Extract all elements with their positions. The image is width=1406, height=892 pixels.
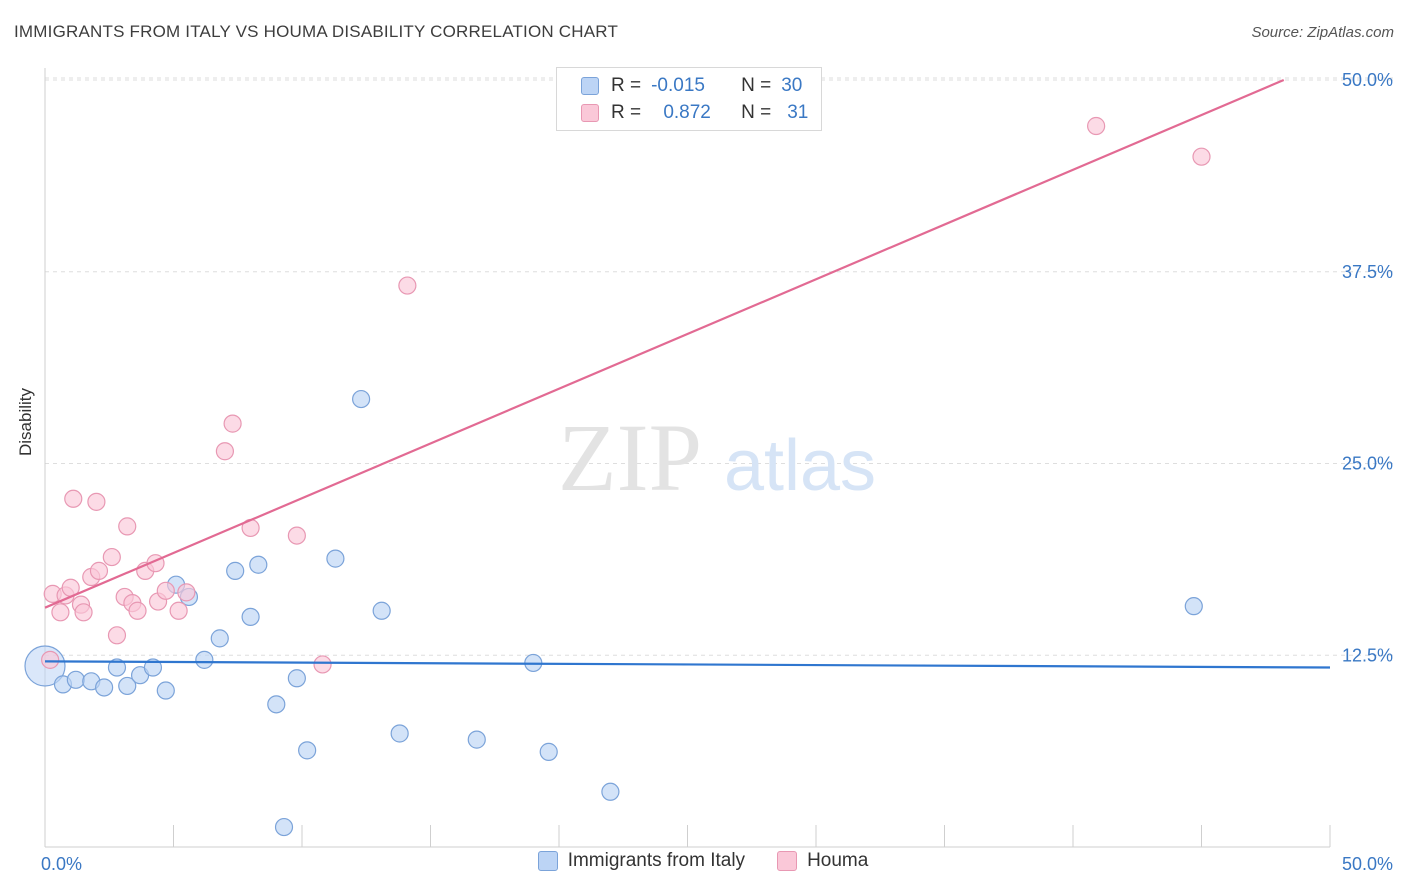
point-italy [107,658,127,677]
series-legend-italy[interactable]: Immigrants from Italy [537,850,746,872]
legend-row-italy: R = -0.015 N = 30 [581,74,802,98]
legend-swatch-houma [581,104,599,122]
x-tick-label: 0.0% [41,854,82,874]
point-houma [156,581,175,600]
trend-line-houma [44,78,1285,609]
series-swatch-italy [537,851,558,871]
point-italy [372,601,391,620]
series-label-italy: Immigrants from Italy [567,850,746,871]
y-tick-label: 37.5% [1342,262,1393,282]
point-italy [274,817,294,837]
point-italy [601,782,620,801]
watermark-zip: ZIP [558,404,702,511]
point-houma [41,650,60,669]
point-houma [1087,116,1106,136]
x-tick-label: 50.0% [1342,854,1393,874]
legend-n-label: N = [741,102,772,123]
legend-r-value: -0.015 [651,75,705,96]
point-italy [467,730,486,749]
point-houma [1192,147,1211,166]
point-houma [398,276,417,295]
y-tick-label: 50.0% [1342,70,1393,90]
legend-n-value: 30 [781,75,803,96]
legend-r-label: R = [611,102,642,123]
axes [44,68,1331,848]
point-houma [87,492,106,511]
legend-row-houma: R = 0.872 N = 31 [581,101,808,125]
source-credit: Source: ZipAtlas.com [1251,24,1394,41]
point-italy [539,742,558,761]
point-italy [241,607,260,627]
stats-legend: R = -0.015 N = 30 R = 0.872 N = 31 [556,67,822,131]
series-legend-houma[interactable]: Houma [777,850,868,872]
legend-swatch-italy [581,77,599,95]
legend-n-value: 31 [787,102,809,123]
point-italy [267,695,286,714]
y-tick-label: 12.5% [1342,645,1393,665]
point-italy [298,741,317,760]
point-houma [287,526,306,545]
series-label-houma: Houma [807,850,869,871]
watermark-atlas: atlas [724,426,876,506]
point-italy [156,681,175,700]
point-italy [352,389,371,409]
series-legend: Immigrants from Italy Houma [0,850,1406,872]
legend-r-value: 0.872 [663,102,711,123]
series-swatch-houma [777,851,798,871]
point-italy [326,549,345,568]
data-points [24,116,1211,837]
watermark: ZIP atlas [558,404,876,511]
point-houma [102,547,121,567]
point-houma [107,626,127,645]
point-italy [210,629,229,648]
trend-line-italy [44,660,1331,669]
point-houma [89,561,109,580]
point-houma [215,442,234,461]
point-houma [128,601,147,620]
point-italy [1184,597,1203,616]
point-houma [51,603,70,622]
y-axis-label: Disability [16,387,35,456]
point-italy [95,678,114,697]
point-houma [177,583,196,602]
point-houma [64,489,83,508]
point-houma [74,603,93,622]
point-italy [249,555,268,574]
trend-lines [44,78,1331,669]
point-houma [313,655,332,674]
point-italy [226,561,245,580]
point-italy [287,669,306,688]
grid-lines [45,77,1394,656]
y-tick-label: 25.0% [1342,454,1393,474]
point-italy [390,724,409,743]
legend-r-label: R = [611,75,642,96]
point-italy [66,670,85,689]
point-houma [118,517,137,536]
point-italy [195,650,214,669]
point-italy [118,676,137,696]
chart-title: IMMIGRANTS FROM ITALY VS HOUMA DISABILIT… [14,22,619,41]
legend-n-label: N = [741,75,772,96]
point-houma [223,414,242,433]
point-houma [169,601,188,620]
point-italy [143,658,163,677]
tick-labels: 12.5% 25.0% 37.5% 50.0% 0.0% 50.0% [41,70,1393,874]
